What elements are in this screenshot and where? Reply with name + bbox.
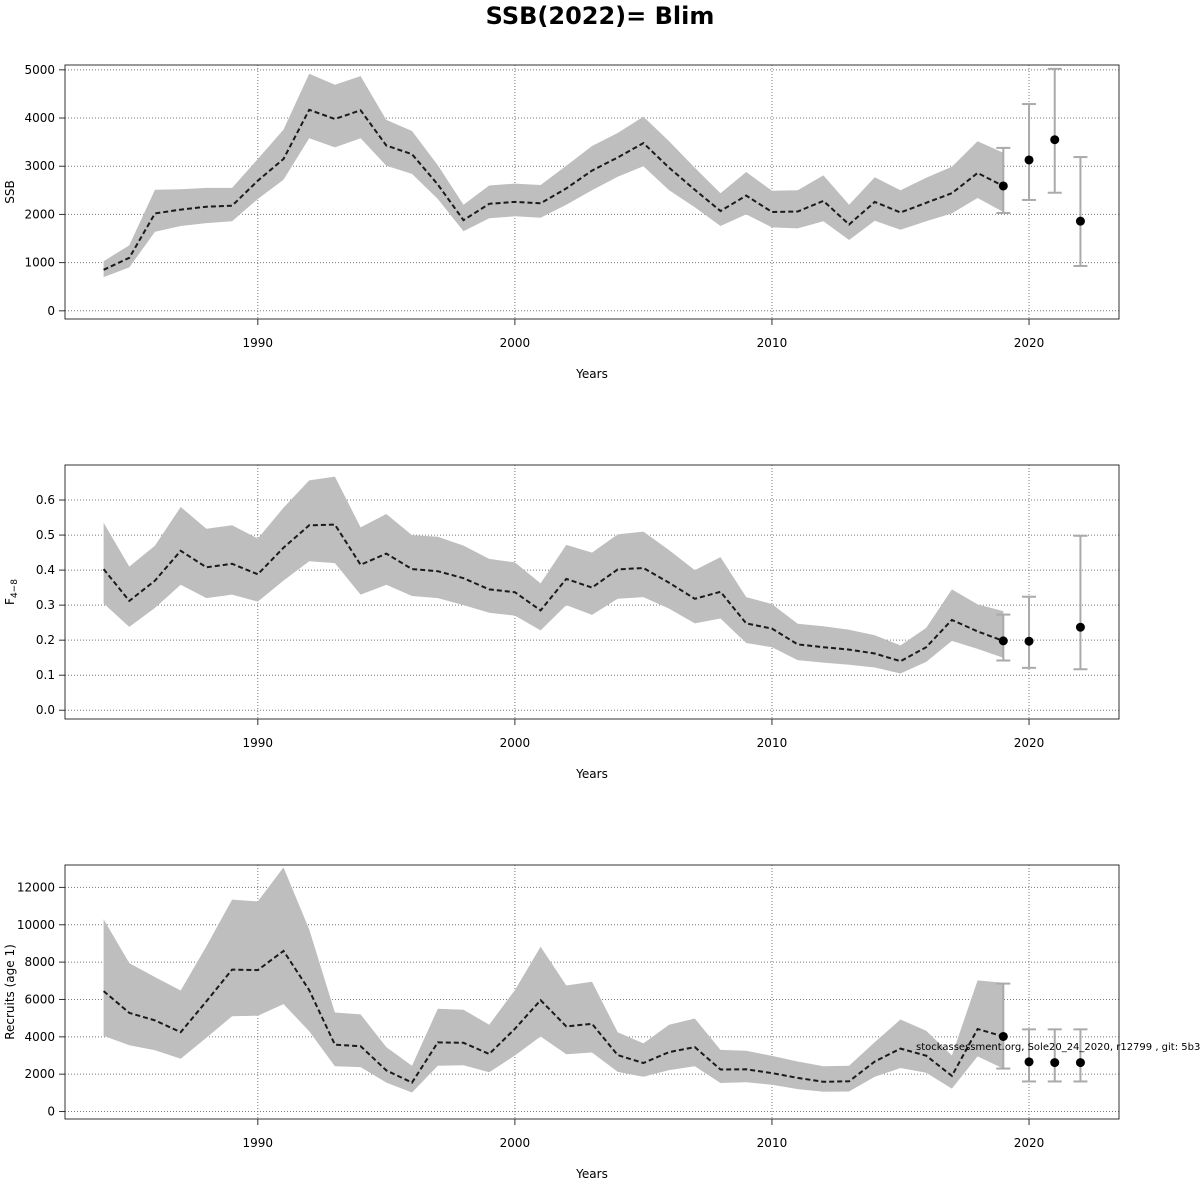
y-axis-title: F4−8 [3,579,20,605]
y-tick-label: 0 [47,1105,55,1119]
data-point [998,181,1008,191]
panel-3: 0 2000 4000 6000 8000 10000 12000 1990 2000 2010 2… [3,864,1120,1181]
y-axis-title: Recruits (age 1) [3,944,17,1040]
y-tick-label: 0.3 [36,598,55,612]
data-point [998,1031,1008,1041]
x-tick-label: 2010 [757,1136,788,1150]
chart-title: SSB(2022)= Blim [486,2,715,30]
estimate-line [102,523,1004,663]
y-tick-label: 2000 [24,1067,55,1081]
y-tick-label: 0.2 [36,633,55,647]
y-tick-label: 4000 [24,111,55,125]
y-tick-label: 4000 [24,1030,55,1044]
y-axis-title: SSB [3,180,17,203]
x-axis-title: Years [575,367,608,381]
data-point [1050,135,1060,145]
confidence-band [103,476,1004,674]
plot-frame [64,464,1120,720]
y-tick-label: 2000 [24,207,55,221]
x-tick-label: 2010 [757,336,788,350]
data-point [1075,622,1085,632]
y-tick-label: 0.6 [36,493,55,507]
y-tick-label: 0.1 [36,668,55,682]
y-tick-label: 0.5 [36,528,55,542]
chart-panels: 0 1000 2000 3000 4000 5000 1990 2000 2010 2020 Yea… [3,63,1120,1181]
y-tick-label: 3000 [24,159,55,173]
data-point [1075,1058,1085,1068]
panel-1: 0 1000 2000 3000 4000 5000 1990 2000 2010 2020 Yea… [3,63,1120,381]
x-tick-label: 1990 [243,336,274,350]
y-tick-label: 5000 [24,63,55,77]
estimate-line [103,108,1004,271]
x-axis-title: Years [575,767,608,781]
y-tick-label: 12000 [17,880,55,894]
estimate-line [102,949,1004,1084]
x-tick-label: 1990 [243,1136,274,1150]
y-tick-label: 8000 [24,955,55,969]
x-tick-label: 2000 [500,736,531,750]
plot-frame [64,64,1120,320]
y-tick-label: 0.4 [36,563,55,577]
data-point [998,636,1008,646]
footnote: stockassessment.org, Sole20_24_2020, r12… [916,1042,1200,1053]
data-point [1075,216,1085,226]
data-point [1024,636,1034,646]
x-axis-title: Years [575,1167,608,1181]
x-tick-label: 2020 [1014,336,1045,350]
x-tick-label: 2000 [500,1136,531,1150]
x-tick-label: 2010 [757,736,788,750]
x-tick-label: 1990 [243,736,274,750]
data-point [1024,155,1034,165]
confidence-band [103,867,1004,1093]
data-point [1050,1058,1060,1068]
y-tick-label: 6000 [24,992,55,1006]
y-tick-label: 1000 [24,256,55,270]
x-tick-label: 2000 [500,336,531,350]
data-point [1024,1057,1034,1067]
y-tick-label: 10000 [17,918,55,932]
x-tick-label: 2020 [1014,1136,1045,1150]
plot-frame [64,864,1120,1120]
panel-2: 0.0 0.1 0.2 0.3 0.4 0.5 0.6 1990 2000 2010 2020 Yea… [3,464,1120,781]
x-tick-label: 2020 [1014,736,1045,750]
y-tick-label: 0 [47,304,55,318]
confidence-band [103,73,1004,278]
y-tick-label: 0.0 [36,703,55,717]
